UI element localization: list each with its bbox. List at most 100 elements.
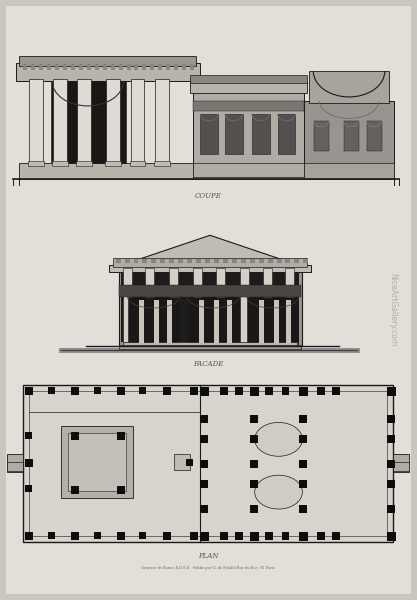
Bar [25, 485, 32, 492]
Bar [52, 161, 68, 166]
Bar [299, 532, 308, 541]
Text: NiceArtGallery.com: NiceArtGallery.com [388, 274, 397, 347]
Bar [314, 121, 329, 151]
Bar [304, 101, 394, 179]
Bar [118, 270, 302, 346]
Bar [265, 386, 273, 395]
Bar [94, 386, 101, 394]
Bar [190, 64, 194, 70]
Bar [113, 258, 307, 267]
Bar [344, 121, 359, 151]
Bar [200, 480, 208, 488]
Bar [174, 64, 178, 70]
Bar [332, 386, 340, 395]
Bar [247, 297, 299, 344]
Bar [387, 480, 395, 488]
Bar [223, 259, 228, 263]
Bar [250, 532, 259, 541]
Bar [187, 259, 192, 263]
Bar [387, 505, 395, 513]
Bar [393, 454, 409, 472]
Bar [123, 342, 297, 347]
Bar [182, 64, 186, 70]
Bar [121, 270, 299, 342]
Bar [167, 300, 172, 343]
Bar [169, 268, 178, 346]
Bar [117, 433, 125, 440]
Bar [200, 415, 208, 424]
Bar [241, 259, 246, 263]
Bar [130, 161, 146, 166]
Bar [200, 386, 209, 395]
Bar [28, 161, 44, 166]
Bar [250, 460, 258, 468]
Text: Gravure de Bance A.D.S.D.  Publie par G. de Pelafol Rue du Bac, 93 Paris: Gravure de Bance A.D.S.D. Publie par G. … [141, 566, 275, 570]
Bar [71, 433, 79, 440]
Bar [47, 64, 51, 70]
Bar [250, 415, 258, 424]
Bar [317, 386, 325, 395]
Bar [8, 454, 23, 472]
Bar [303, 259, 308, 263]
Bar [387, 386, 396, 395]
Bar [76, 161, 92, 166]
Bar [163, 386, 171, 395]
Bar [250, 386, 259, 395]
Bar [25, 459, 33, 467]
Bar [143, 259, 148, 263]
Text: PLAN: PLAN [198, 552, 218, 560]
Bar [235, 386, 243, 395]
Bar [190, 386, 198, 395]
Bar [193, 101, 304, 111]
Bar [68, 433, 126, 491]
Bar [39, 64, 43, 70]
Bar [200, 532, 209, 541]
Bar [250, 259, 255, 263]
Bar [131, 79, 144, 163]
Bar [299, 415, 307, 424]
Bar [154, 161, 170, 166]
Bar [200, 436, 208, 443]
Bar [117, 486, 125, 494]
Bar [240, 268, 249, 346]
Bar [25, 433, 32, 439]
Bar [109, 265, 311, 272]
Bar [71, 532, 79, 540]
Bar [51, 81, 126, 163]
Bar [53, 79, 67, 163]
Bar [286, 300, 291, 343]
Bar [106, 79, 120, 163]
Bar [214, 259, 219, 263]
Bar [265, 532, 273, 540]
Bar [118, 285, 301, 297]
Bar [117, 532, 125, 540]
Bar [139, 300, 144, 343]
Bar [118, 345, 301, 349]
Bar [299, 436, 307, 443]
Bar [299, 505, 307, 513]
Bar [71, 386, 79, 395]
Bar [190, 532, 198, 540]
Bar [250, 505, 258, 513]
Bar [103, 64, 107, 70]
Bar [299, 386, 308, 395]
Bar [259, 259, 264, 263]
Bar [118, 64, 123, 70]
Bar [294, 259, 299, 263]
Bar [55, 64, 59, 70]
Bar [48, 386, 55, 394]
Bar [154, 300, 159, 343]
Bar [214, 300, 219, 343]
Bar [135, 64, 138, 70]
Bar [143, 64, 146, 70]
Bar [200, 460, 208, 468]
Bar [29, 79, 43, 163]
Bar [133, 259, 138, 263]
Bar [23, 64, 27, 70]
Bar [278, 114, 295, 154]
Bar [232, 259, 237, 263]
Bar [200, 505, 208, 513]
Polygon shape [113, 235, 307, 268]
Bar [286, 259, 291, 263]
Bar [105, 161, 121, 166]
